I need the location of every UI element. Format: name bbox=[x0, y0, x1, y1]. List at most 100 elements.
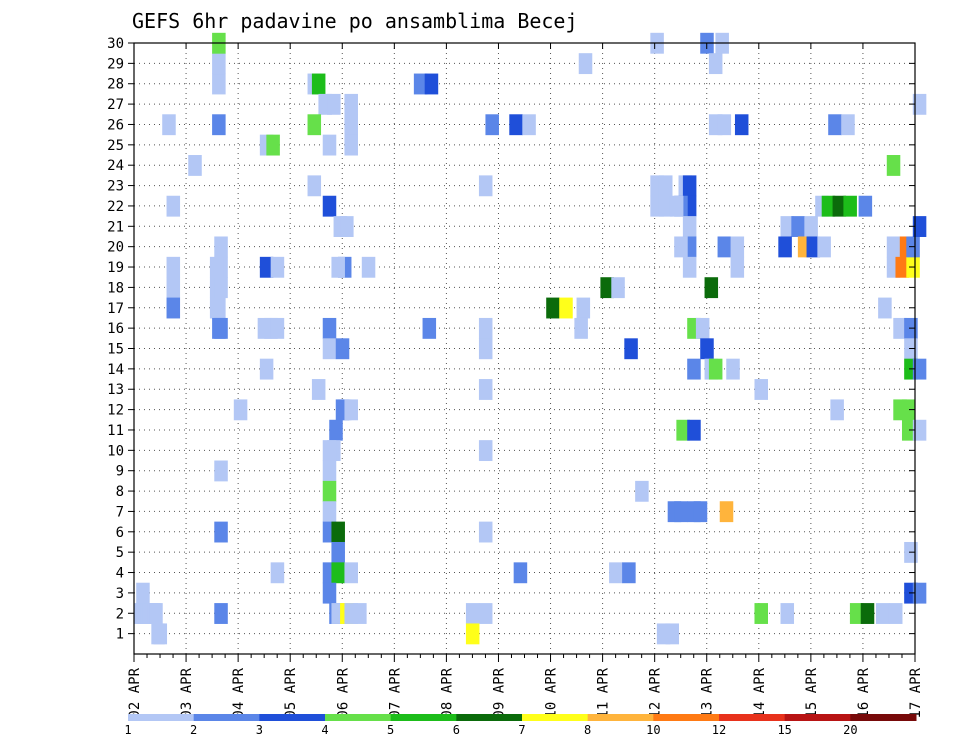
y-tick-label: 7 bbox=[116, 504, 124, 520]
y-tick-label: 26 bbox=[107, 117, 124, 133]
precip-cell bbox=[214, 236, 228, 258]
precip-cell bbox=[465, 623, 480, 645]
precip-cell bbox=[485, 114, 499, 136]
y-tick-label: 24 bbox=[107, 158, 124, 174]
precip-cell bbox=[600, 277, 614, 299]
precip-cell bbox=[478, 440, 493, 462]
precip-cell bbox=[700, 338, 714, 360]
x-tick-label: 13 APR bbox=[700, 667, 716, 718]
y-tick-label: 11 bbox=[107, 423, 124, 439]
legend-label: 2 bbox=[190, 723, 197, 737]
y-tick-label: 3 bbox=[116, 586, 124, 602]
precip-cell bbox=[188, 155, 202, 176]
legend-swatch bbox=[325, 714, 392, 721]
precip-cell bbox=[704, 277, 719, 299]
precip-cell bbox=[153, 623, 168, 645]
precip-cell bbox=[821, 195, 836, 217]
precip-cell bbox=[322, 317, 337, 339]
legend-label: 3 bbox=[256, 723, 263, 737]
precip-cell bbox=[307, 175, 322, 197]
legend-swatch bbox=[719, 714, 786, 721]
precip-cell bbox=[912, 216, 927, 237]
precip-cell bbox=[259, 358, 274, 380]
precip-cell bbox=[344, 399, 358, 421]
precip-cell bbox=[912, 419, 927, 441]
precip-cell bbox=[895, 256, 909, 278]
precip-cell bbox=[878, 297, 892, 319]
precip-cell bbox=[888, 603, 903, 624]
x-tick-label: 02 APR bbox=[127, 667, 143, 718]
precip-cell bbox=[806, 236, 821, 258]
precip-cell bbox=[669, 195, 684, 217]
legend-swatch bbox=[653, 714, 720, 721]
precip-cell bbox=[780, 216, 795, 237]
precip-cell bbox=[635, 480, 649, 502]
precip-cell bbox=[331, 521, 345, 543]
y-tick-label: 28 bbox=[107, 77, 124, 93]
precip-cell bbox=[329, 419, 343, 441]
precip-cell bbox=[611, 277, 625, 299]
precip-cell bbox=[214, 460, 228, 482]
y-tick-label: 10 bbox=[107, 443, 124, 459]
precip-cell bbox=[578, 53, 593, 75]
y-tick-label: 5 bbox=[116, 545, 124, 561]
precip-cell bbox=[327, 93, 341, 115]
legend-label: 1 bbox=[124, 723, 131, 737]
precip-cell bbox=[413, 73, 428, 95]
y-tick-label: 14 bbox=[107, 362, 124, 378]
precip-cell bbox=[828, 114, 842, 136]
precip-cell bbox=[270, 317, 285, 339]
precip-cell bbox=[665, 623, 680, 645]
precip-cell bbox=[522, 114, 536, 136]
precip-cell bbox=[622, 562, 636, 584]
x-tick-label: 07 APR bbox=[387, 667, 403, 718]
precip-cell bbox=[322, 338, 337, 360]
precip-cell bbox=[322, 501, 337, 523]
y-tick-label: 6 bbox=[116, 525, 124, 541]
precip-cell bbox=[893, 317, 907, 339]
precip-cell bbox=[162, 114, 176, 136]
precip-cell bbox=[322, 460, 337, 482]
precip-cell bbox=[791, 216, 805, 237]
data-cells bbox=[134, 32, 927, 645]
precip-cell bbox=[311, 73, 326, 95]
x-tick-label: 03 APR bbox=[179, 667, 195, 718]
precip-cell bbox=[478, 603, 493, 624]
precip-cell bbox=[478, 175, 493, 197]
precip-cell bbox=[754, 379, 768, 400]
x-tick-label: 06 APR bbox=[335, 667, 351, 718]
precip-cell bbox=[340, 216, 354, 237]
x-axis: 02 APR 03 APR 04 APR 05 APR 06 APR 07 APR 08 A… bbox=[127, 43, 924, 719]
precip-cell bbox=[513, 562, 528, 584]
y-tick-label: 8 bbox=[116, 484, 124, 500]
y-tick-label: 23 bbox=[107, 179, 124, 195]
precip-cell bbox=[214, 521, 228, 543]
precip-cell bbox=[609, 562, 623, 584]
precip-cell bbox=[730, 256, 745, 278]
precip-cell bbox=[478, 317, 493, 339]
precip-cell bbox=[778, 236, 792, 258]
precip-cell bbox=[307, 114, 322, 136]
precip-cell bbox=[344, 114, 358, 136]
precip-cell bbox=[233, 399, 248, 421]
precip-cell bbox=[719, 501, 734, 523]
precip-cell bbox=[687, 358, 701, 380]
precip-cell bbox=[353, 603, 367, 624]
precip-cell bbox=[212, 73, 226, 95]
legend-label: 10 bbox=[646, 723, 660, 737]
x-tick-label: 12 APR bbox=[648, 667, 664, 718]
y-tick-label: 13 bbox=[107, 382, 124, 398]
precip-cell bbox=[322, 195, 337, 217]
precip-cell bbox=[708, 358, 723, 380]
precip-cell bbox=[624, 338, 638, 360]
precip-cell bbox=[136, 582, 150, 604]
precip-cell bbox=[676, 419, 690, 441]
precip-cell bbox=[717, 236, 732, 258]
precip-cell bbox=[717, 114, 732, 136]
precip-cell bbox=[478, 338, 493, 360]
y-tick-label: 18 bbox=[107, 280, 124, 296]
legend-swatch bbox=[128, 714, 195, 721]
y-tick-label: 4 bbox=[116, 566, 124, 582]
precip-cell bbox=[322, 582, 337, 604]
